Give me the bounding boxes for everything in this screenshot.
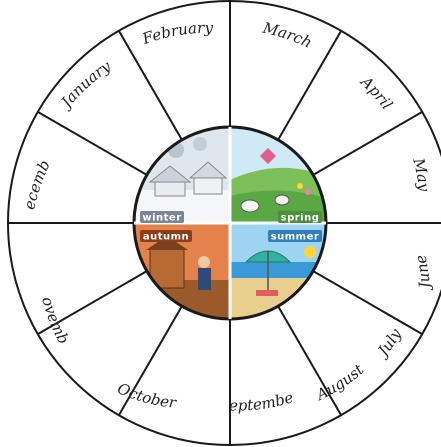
season-label-winter: winter — [142, 213, 181, 224]
month-label-june: June — [411, 253, 434, 292]
season-label-summer: summer — [271, 232, 320, 243]
season-labels: winter spring autumn summer — [140, 211, 322, 243]
spring-quadrant — [230, 127, 326, 223]
season-label-autumn: autumn — [143, 232, 189, 243]
season-label-spring: spring — [281, 213, 320, 224]
month-dividers — [8, 1, 441, 445]
